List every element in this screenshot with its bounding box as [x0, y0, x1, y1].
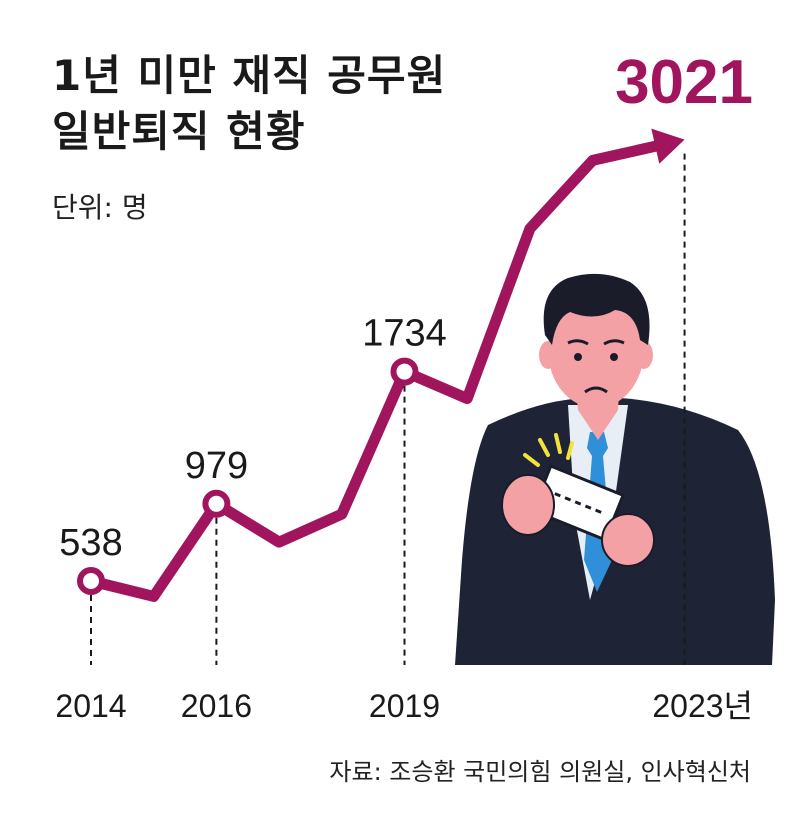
left-hand — [501, 474, 555, 536]
series-line — [85, 140, 661, 602]
value-label: 3021 — [615, 48, 753, 117]
value-label: 1734 — [362, 313, 447, 355]
x-tick-label: 2023년 — [652, 688, 753, 724]
unit-label: 단위: 명 — [52, 191, 148, 224]
x-tick-label: 2019 — [369, 688, 440, 724]
hair — [543, 273, 650, 345]
data-point-marker — [77, 567, 105, 595]
left-ear — [539, 341, 557, 369]
left-eye — [574, 353, 582, 361]
value-drop-lines — [90, 153, 686, 665]
title-line-2: 일반퇴직 현황 — [52, 107, 306, 156]
x-tick-label: 2016 — [181, 688, 252, 724]
value-label: 979 — [185, 445, 248, 487]
worried-man-illustration — [455, 273, 775, 665]
shock-lines — [523, 433, 574, 467]
data-point-marker — [202, 489, 231, 518]
arrow-head — [651, 128, 685, 164]
right-brow — [603, 339, 625, 346]
right-eye — [610, 353, 618, 361]
title-line-1: 1년 미만 재직 공무원 — [52, 51, 447, 100]
value-label: 538 — [59, 522, 122, 564]
face — [548, 292, 644, 408]
left-brow — [567, 339, 589, 346]
chart-title: 1년 미만 재직 공무원 일반퇴직 현황 — [52, 48, 446, 160]
x-tick-label: 2014 — [55, 688, 126, 724]
data-point-marker — [390, 357, 419, 386]
mouth — [584, 386, 608, 394]
right-hand — [601, 513, 655, 567]
source-note: 자료: 조승환 국민의힘 의원실, 인사혁신처 — [329, 758, 751, 786]
right-ear — [635, 341, 653, 369]
